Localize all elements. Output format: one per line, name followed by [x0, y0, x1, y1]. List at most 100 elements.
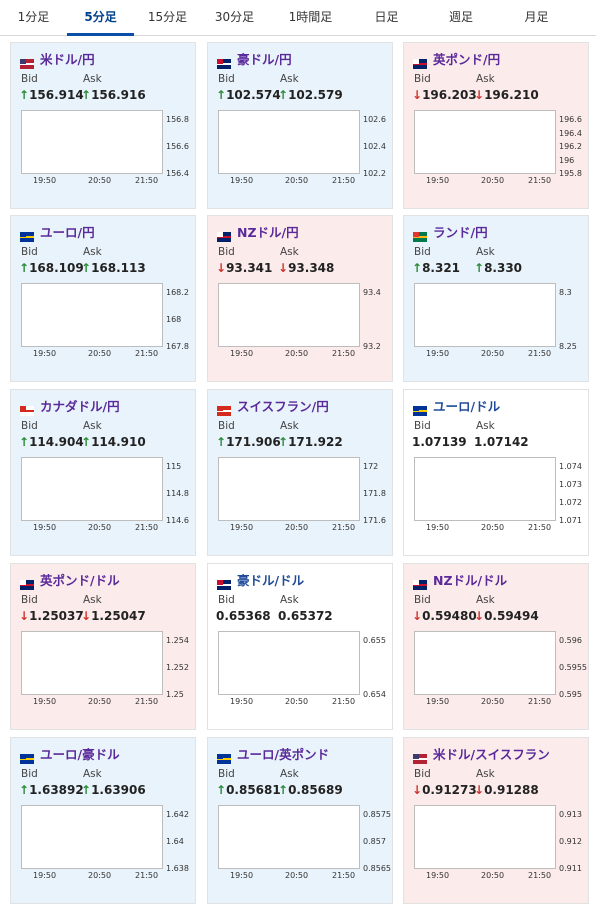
pair-header: カナダドル/円	[20, 396, 160, 462]
pair-header: 英ポンド/円	[413, 49, 553, 117]
bid-price: 93.341	[226, 261, 273, 275]
rate-card[interactable]: ユーロ/英ポンド Bid Ask ↑0.85681 ↑0.85689 0.8575 0.85…	[207, 737, 393, 904]
bid-value: ↓0.59480	[412, 609, 477, 623]
x-tick-label: 20:50	[88, 871, 112, 880]
ask-direction-icon: ↑	[81, 783, 92, 797]
candlestick-chart[interactable]	[414, 631, 556, 695]
tab-3[interactable]: 30分足	[214, 10, 255, 24]
x-tick-label: 21:50	[332, 871, 356, 880]
tab-0[interactable]: 1分足	[17, 10, 50, 24]
ask-value: ↓196.210	[474, 88, 539, 102]
rate-card[interactable]: ランド/円 Bid Ask ↑8.321 ↑8.330 8.3 8.25 19:50 20:50…	[403, 215, 589, 382]
bid-label: Bid	[414, 73, 431, 85]
pair-name[interactable]: 英ポンド/円	[433, 52, 501, 67]
y-tick-label: 8.3	[559, 288, 572, 297]
rate-card[interactable]: 米ドル/スイスフラン Bid Ask ↓0.91273 ↓0.91288 0.913 0.9…	[403, 737, 589, 904]
rate-card[interactable]: ユーロ/豪ドル Bid Ask ↑1.63892 ↑1.63906 1.642 1.64 1.…	[10, 737, 196, 904]
ask-label: Ask	[83, 768, 102, 780]
pair-name[interactable]: 米ドル/スイスフラン	[433, 747, 550, 762]
pair-name[interactable]: NZドル/円	[237, 225, 299, 240]
bid-price: 1.25037	[29, 609, 84, 623]
pair-name[interactable]: ユーロ/豪ドル	[40, 747, 120, 762]
candlestick-chart[interactable]	[414, 457, 556, 521]
rate-card[interactable]: 英ポンド/ドル Bid Ask ↓1.25037 ↓1.25047 1.254 1.252 1…	[10, 563, 196, 730]
pair-name[interactable]: カナダドル/円	[40, 399, 120, 414]
bid-direction-icon: ↓	[216, 261, 227, 275]
candlestick-chart[interactable]	[21, 631, 163, 695]
y-tick-label: 102.6	[363, 115, 386, 124]
bid-label: Bid	[21, 768, 38, 780]
bid-value: ↓196.203	[412, 88, 477, 102]
pair-name[interactable]: 豪ドル/円	[237, 52, 292, 67]
candlestick-chart[interactable]	[218, 110, 360, 174]
candlestick-chart[interactable]	[218, 457, 360, 521]
bid-price: 0.91273	[422, 783, 477, 797]
ask-direction-icon: ↑	[81, 261, 92, 275]
pair-header: 米ドル/スイスフラン	[413, 744, 553, 801]
candlestick-chart[interactable]	[21, 805, 163, 869]
bid-label: Bid	[21, 246, 38, 258]
rate-card[interactable]: ユーロ/ドル Bid Ask 1.07139 1.07142 1.074 1.073 1.07…	[403, 389, 589, 556]
tab-2[interactable]: 15分足	[147, 10, 188, 24]
ask-price: 0.85689	[288, 783, 343, 797]
nz-us-flag-icon	[413, 575, 553, 631]
y-tick-label: 196.2	[559, 142, 582, 151]
pair-name[interactable]: ユーロ/ドル	[433, 399, 501, 414]
ask-label: Ask	[476, 420, 495, 432]
tab-6[interactable]: 週足	[448, 10, 473, 24]
candlestick-chart[interactable]	[21, 457, 163, 521]
candlestick-chart[interactable]	[414, 110, 556, 174]
x-tick-label: 21:50	[332, 349, 356, 358]
pair-name[interactable]: 英ポンド/ドル	[40, 573, 120, 588]
tab-5[interactable]: 日足	[374, 10, 399, 24]
bid-price: 156.914	[29, 88, 84, 102]
ask-price: 1.25047	[91, 609, 146, 623]
rate-card[interactable]: 豪ドル/ドル Bid Ask 0.65368 0.65372 0.655 0.654 19:5…	[207, 563, 393, 730]
rate-card[interactable]: スイスフラン/円 Bid Ask ↑171.906 ↑171.922 172 171.8 17…	[207, 389, 393, 556]
pair-name[interactable]: 豪ドル/ドル	[237, 573, 305, 588]
eu-gb-flag-icon	[217, 749, 357, 810]
au-flag-icon	[217, 54, 357, 106]
candlestick-chart[interactable]	[414, 805, 556, 869]
ask-value: ↓1.25047	[81, 609, 146, 623]
x-tick-label: 19:50	[426, 176, 450, 185]
tab-7[interactable]: 月足	[524, 10, 549, 24]
ask-value: ↑168.113	[81, 261, 146, 275]
pair-name[interactable]: ユーロ/英ポンド	[237, 747, 330, 762]
candlestick-chart[interactable]	[218, 805, 360, 869]
ask-price: 196.210	[484, 88, 539, 102]
ask-value: ↓93.348	[278, 261, 334, 275]
x-tick-label: 19:50	[230, 523, 254, 532]
ask-price: 171.922	[288, 435, 343, 449]
pair-name[interactable]: 米ドル/円	[40, 52, 95, 67]
y-tick-label: 114.8	[166, 489, 189, 498]
tab-1[interactable]: 5分足	[67, 0, 134, 36]
candlestick-chart[interactable]	[414, 283, 556, 347]
candlestick-chart[interactable]	[218, 631, 360, 695]
rate-card[interactable]: カナダドル/円 Bid Ask ↑114.904 ↑114.910 115 114.8 114…	[10, 389, 196, 556]
bid-direction-icon: ↓	[412, 783, 423, 797]
candlestick-chart[interactable]	[218, 283, 360, 347]
x-tick-label: 21:50	[528, 176, 552, 185]
rate-card[interactable]: 英ポンド/円 Bid Ask ↓196.203 ↓196.210 196.6 196.4 19…	[403, 42, 589, 209]
ask-value: ↑102.579	[278, 88, 343, 102]
rate-card[interactable]: NZドル/円 Bid Ask ↓93.341 ↓93.348 93.4 93.2 19:50 2…	[207, 215, 393, 382]
ask-value: ↑114.910	[81, 435, 146, 449]
pair-name[interactable]: スイスフラン/円	[237, 399, 329, 414]
x-tick-label: 19:50	[33, 697, 57, 706]
tab-4[interactable]: 1時間足	[288, 10, 333, 24]
rate-card[interactable]: ユーロ/円 Bid Ask ↑168.109 ↑168.113 168.2 168 167.8…	[10, 215, 196, 382]
eu-flag-icon	[20, 227, 160, 281]
ask-label: Ask	[280, 420, 299, 432]
rate-card[interactable]: 米ドル/円 Bid Ask ↑156.914 ↑156.916 156.8 156.6 156…	[10, 42, 196, 209]
rate-card[interactable]: NZドル/ドル Bid Ask ↓0.59480 ↓0.59494 0.596 0.5955…	[403, 563, 589, 730]
candlestick-chart[interactable]	[21, 283, 163, 347]
rate-card[interactable]: 豪ドル/円 Bid Ask ↑102.574 ↑102.579 102.6 102.4 102…	[207, 42, 393, 209]
ask-label: Ask	[476, 594, 495, 606]
pair-name[interactable]: ユーロ/円	[40, 225, 95, 240]
y-tick-label: 114.6	[166, 516, 189, 525]
candlestick-chart[interactable]	[21, 110, 163, 174]
pair-name[interactable]: NZドル/ドル	[433, 573, 508, 588]
x-tick-label: 21:50	[135, 871, 159, 880]
pair-name[interactable]: ランド/円	[433, 225, 488, 240]
